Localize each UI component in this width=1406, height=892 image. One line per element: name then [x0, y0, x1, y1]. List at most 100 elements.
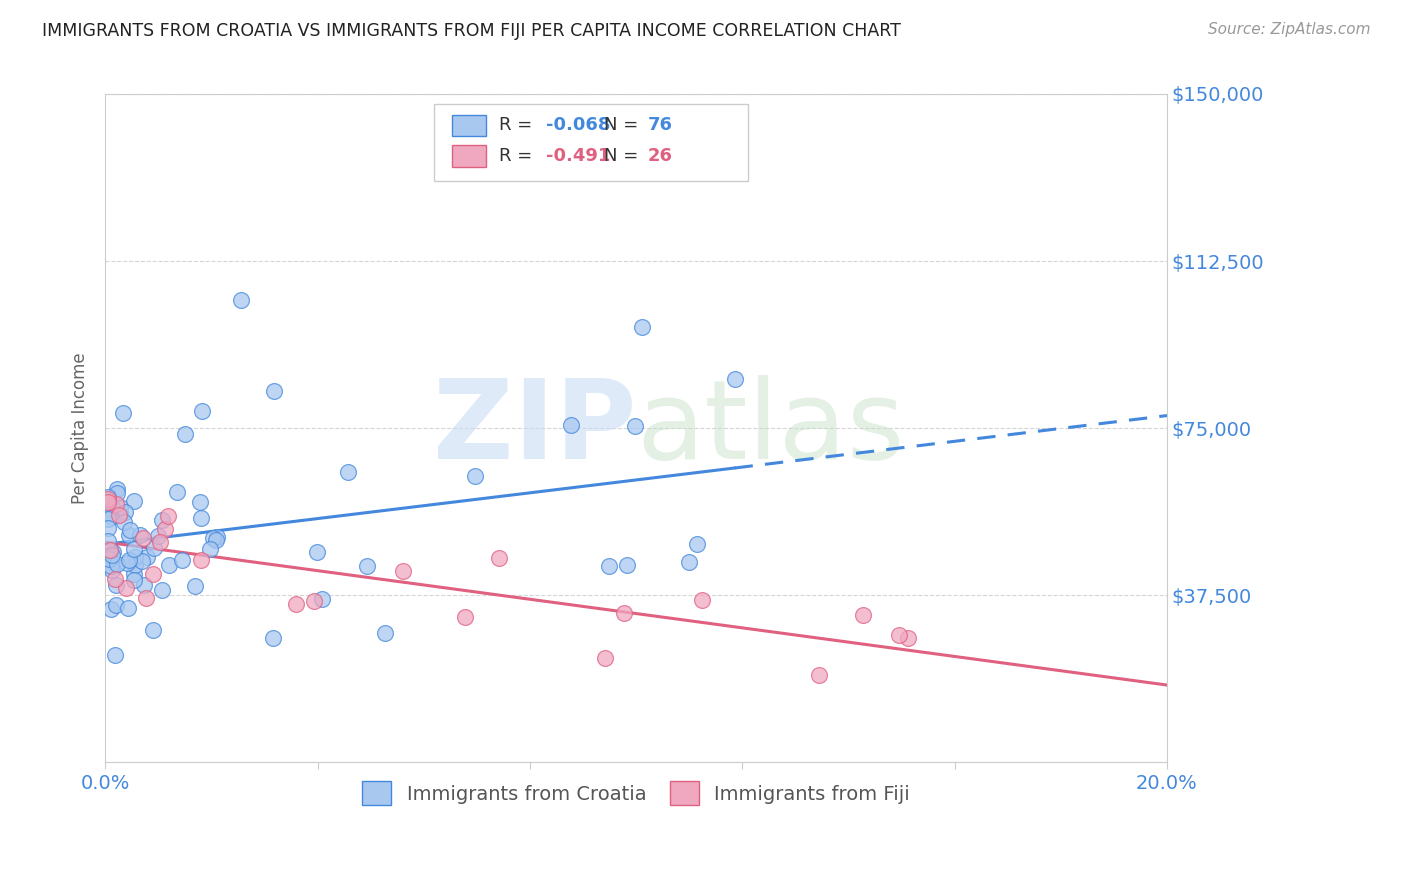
FancyBboxPatch shape: [434, 103, 748, 181]
Point: [117, 553, 139, 567]
Point: [150, 583, 173, 598]
Legend: Immigrants from Croatia, Immigrants from Fiji: Immigrants from Croatia, Immigrants from…: [354, 773, 918, 813]
Point: [98, 551, 121, 566]
Point: [128, 527, 150, 541]
Point: [100, 502, 122, 516]
Point: [356, 558, 378, 573]
Point: [166, 485, 188, 500]
Point: [593, 651, 616, 665]
Point: [157, 558, 180, 572]
Point: [146, 529, 169, 543]
Point: [392, 565, 415, 579]
Point: [454, 610, 477, 624]
Point: [124, 566, 146, 581]
Point: [190, 553, 212, 567]
Point: [101, 563, 124, 577]
Point: [124, 494, 146, 508]
Point: [723, 372, 745, 386]
Point: [105, 486, 128, 500]
Point: [305, 544, 328, 558]
Point: [464, 469, 486, 483]
Text: N =: N =: [605, 147, 644, 165]
Text: 26: 26: [648, 147, 673, 165]
Point: [112, 406, 135, 420]
Point: [142, 566, 165, 581]
Point: [488, 550, 510, 565]
Point: [97, 549, 120, 563]
Point: [105, 497, 128, 511]
Point: [613, 607, 636, 621]
Point: [97, 495, 120, 509]
Point: [97, 511, 120, 525]
Point: [124, 558, 146, 572]
Point: [100, 497, 122, 511]
Point: [100, 558, 122, 573]
Point: [156, 509, 179, 524]
FancyBboxPatch shape: [453, 114, 486, 136]
Point: [201, 531, 224, 545]
Point: [191, 404, 214, 418]
Point: [678, 555, 700, 569]
Point: [122, 542, 145, 557]
Point: [623, 418, 645, 433]
Text: R =: R =: [499, 147, 538, 165]
Point: [104, 648, 127, 662]
Point: [685, 537, 707, 551]
Point: [198, 542, 221, 557]
Point: [101, 544, 124, 558]
Point: [131, 554, 153, 568]
FancyBboxPatch shape: [453, 145, 486, 167]
Point: [104, 572, 127, 586]
Point: [108, 500, 131, 514]
Point: [205, 533, 228, 547]
Point: [150, 513, 173, 527]
Point: [115, 556, 138, 570]
Point: [374, 625, 396, 640]
Point: [229, 293, 252, 307]
Point: [897, 631, 920, 645]
Point: [108, 508, 131, 523]
Point: [98, 544, 121, 558]
Point: [114, 581, 136, 595]
Point: [135, 591, 157, 605]
Point: [105, 599, 128, 613]
Point: [98, 543, 121, 558]
Point: [118, 528, 141, 542]
Point: [105, 558, 128, 572]
Point: [631, 320, 654, 334]
Point: [124, 549, 146, 564]
Point: [100, 548, 122, 562]
Point: [97, 534, 120, 549]
Point: [690, 593, 713, 607]
Point: [136, 549, 159, 564]
Point: [263, 384, 285, 399]
Point: [134, 577, 156, 591]
Point: [149, 535, 172, 549]
Text: ZIP: ZIP: [433, 375, 636, 482]
Point: [616, 558, 638, 572]
Point: [122, 573, 145, 587]
Point: [132, 531, 155, 545]
Point: [97, 492, 120, 507]
Point: [190, 511, 212, 525]
Point: [852, 607, 875, 622]
Point: [100, 509, 122, 524]
Text: atlas: atlas: [636, 375, 904, 482]
Point: [598, 559, 620, 574]
Point: [170, 553, 193, 567]
Point: [143, 541, 166, 555]
Text: N =: N =: [605, 116, 644, 135]
Point: [311, 592, 333, 607]
Text: -0.068: -0.068: [546, 116, 610, 135]
Point: [142, 623, 165, 637]
Point: [188, 495, 211, 509]
Point: [302, 594, 325, 608]
Point: [97, 508, 120, 522]
Point: [560, 418, 582, 433]
Point: [173, 426, 195, 441]
Point: [100, 602, 122, 616]
Point: [284, 597, 307, 611]
Point: [117, 601, 139, 615]
Point: [183, 579, 205, 593]
Point: [155, 523, 177, 537]
